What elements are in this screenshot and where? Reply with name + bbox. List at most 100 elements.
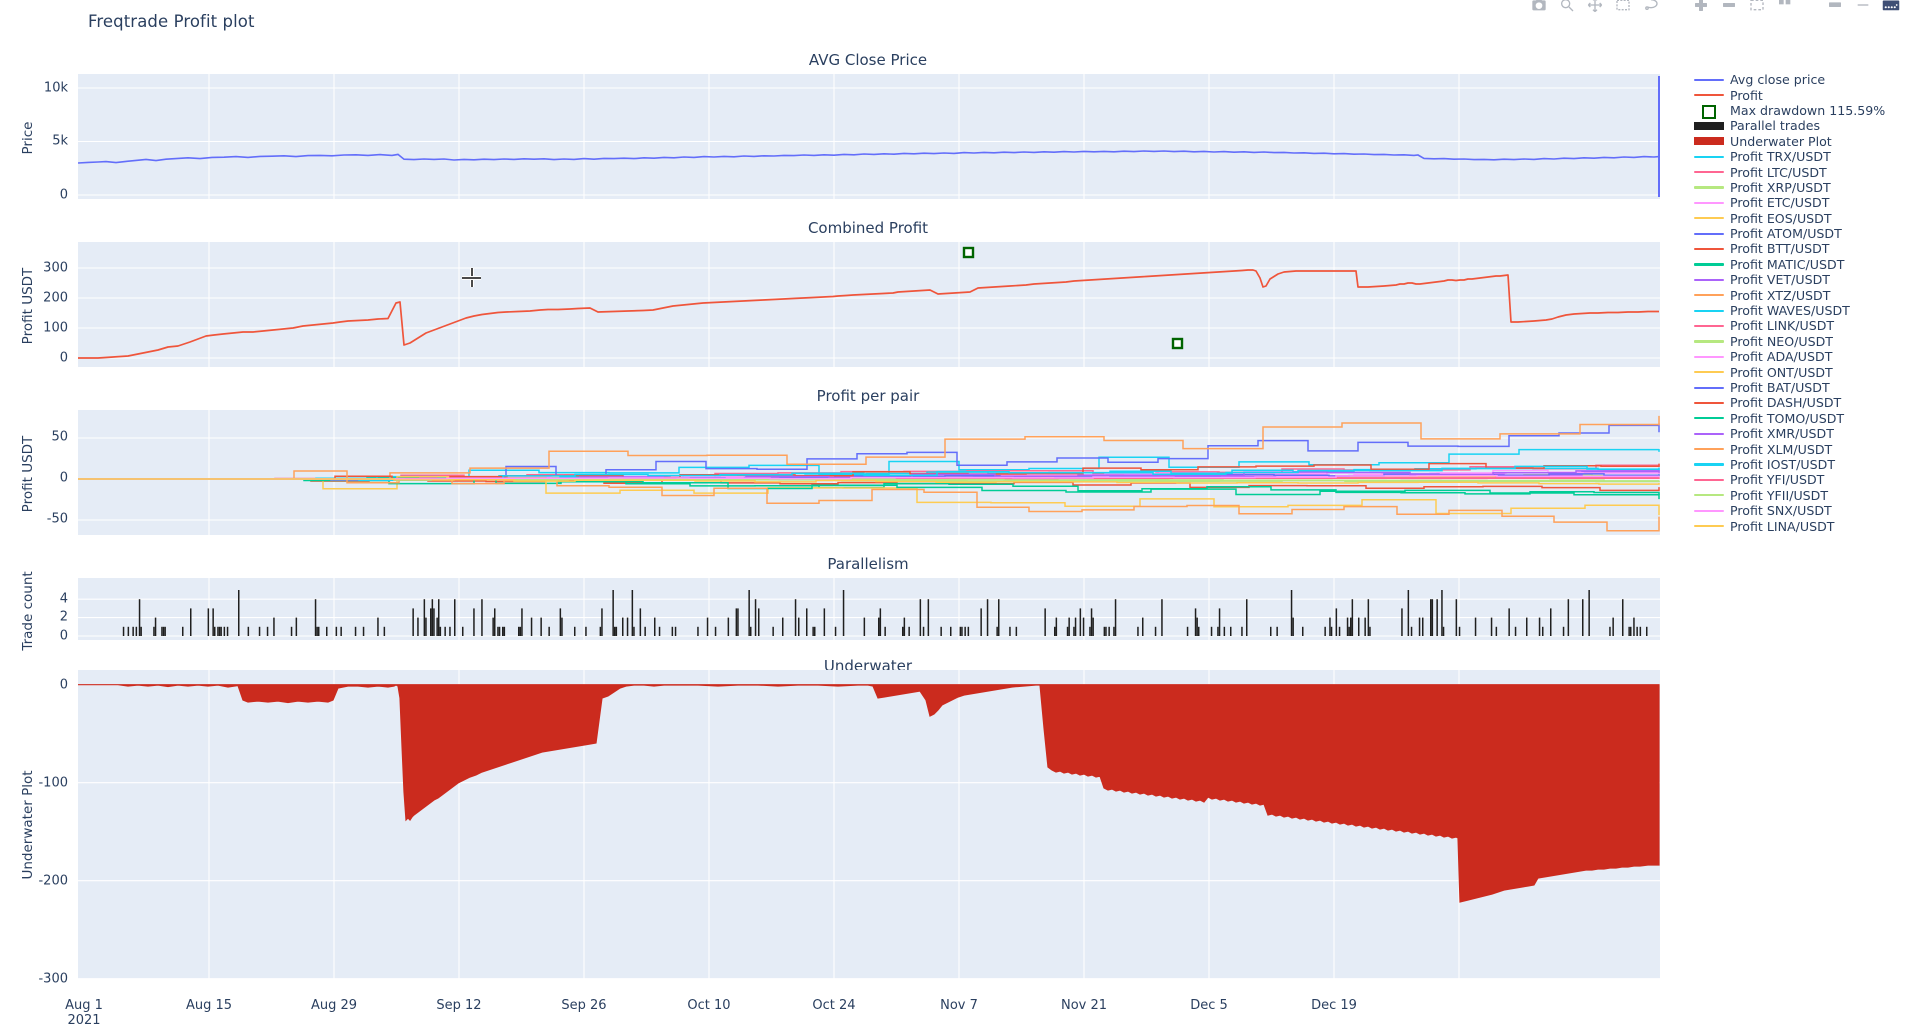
legend-item[interactable]: Profit TOMO/USDT [1692, 411, 1907, 426]
parallel-trade-bar [622, 617, 624, 636]
panel-combined-profit[interactable] [78, 242, 1660, 367]
reset-axes-icon[interactable] [1776, 0, 1794, 14]
legend-item[interactable]: Profit XTZ/USDT [1692, 287, 1907, 303]
parallel-trade-bar [1113, 626, 1115, 636]
plotly-modebar[interactable] [1530, 0, 1900, 16]
legend-item[interactable]: Profit NEO/USDT [1692, 334, 1907, 349]
legend-item[interactable]: Avg close price [1692, 72, 1907, 87]
legend-item[interactable]: Profit TRX/USDT [1692, 149, 1907, 164]
parallel-trade-bar [340, 626, 342, 636]
plotly-logo-icon[interactable] [1882, 0, 1900, 14]
parallel-trade-bar [127, 626, 130, 636]
legend-item[interactable]: Profit LINA/USDT [1692, 518, 1907, 534]
parallel-trade-bar [1302, 626, 1304, 636]
parallel-trade-bar [1276, 626, 1278, 636]
legend-swatch-line-icon [1692, 88, 1726, 102]
pan-icon[interactable] [1586, 0, 1604, 14]
xtick-label: Dec 19 [1311, 998, 1357, 1013]
parallel-trade-bar [750, 626, 752, 636]
legend-swatch-square-icon [1692, 103, 1726, 120]
crosshair-cursor [462, 268, 481, 287]
parallel-trade-bar [1367, 599, 1370, 636]
legend-item[interactable]: Profit DASH/USDT [1692, 395, 1907, 410]
legend-item[interactable]: Profit XMR/USDT [1692, 426, 1907, 441]
parallel-trade-bar [153, 626, 155, 636]
ytick-price-0: 0 [59, 187, 68, 203]
panel-underwater[interactable] [78, 670, 1660, 979]
parallel-trade-bar [135, 626, 138, 636]
legend-item[interactable]: Profit XRP/USDT [1692, 180, 1907, 195]
legend-item-label: Profit IOST/USDT [1730, 456, 1836, 472]
parallel-trade-bar [548, 626, 550, 636]
legend-item[interactable]: Profit VET/USDT [1692, 272, 1907, 287]
subplot-title-parallelism: Parallelism [827, 555, 909, 573]
parallel-trade-bar [417, 617, 419, 636]
box-select-icon[interactable] [1614, 0, 1632, 14]
legend-item[interactable]: Profit ETC/USDT [1692, 195, 1907, 210]
panel-parallelism[interactable] [78, 578, 1660, 640]
parallel-trade-bar [494, 608, 496, 636]
parallel-trade-bar [1246, 599, 1248, 636]
parallel-trade-bar [132, 626, 134, 636]
parallel-trade-bar [782, 617, 784, 636]
parallel-trade-bar [540, 617, 542, 636]
plot-legend[interactable]: Avg close price Profit Max drawdown 115.59… [1692, 72, 1907, 534]
xtick-label: Sep 26 [561, 998, 607, 1013]
legend-item[interactable]: Profit LTC/USDT [1692, 164, 1907, 180]
series-pair-line [78, 478, 1660, 482]
yaxis-title-price: Price [20, 121, 36, 155]
legend-item[interactable]: Profit YFII/USDT [1692, 488, 1907, 503]
toggle-spikelines-icon[interactable] [1826, 0, 1844, 14]
zoom-icon[interactable] [1558, 0, 1576, 14]
zoom-out-icon[interactable] [1720, 0, 1738, 14]
autoscale-icon[interactable] [1748, 0, 1766, 14]
parallel-trade-bar [1292, 617, 1294, 636]
legend-item[interactable]: Profit MATIC/USDT [1692, 257, 1907, 272]
xtick-label: Nov 21 [1060, 998, 1108, 1013]
parallel-trade-bar [207, 608, 210, 636]
ytick-trade-4: 4 [59, 591, 68, 607]
parallel-trade-bar [214, 626, 216, 636]
parallel-trade-bar [162, 626, 165, 636]
legend-item[interactable]: Profit ADA/USDT [1692, 349, 1907, 364]
legend-item[interactable]: Profit ONT/USDT [1692, 364, 1907, 380]
legend-item[interactable]: Underwater Plot [1692, 134, 1907, 149]
legend-item[interactable]: Profit [1692, 87, 1907, 103]
legend-item[interactable]: Profit ATOM/USDT [1692, 226, 1907, 241]
panel-profit-per-pair[interactable] [78, 410, 1660, 535]
legend-item[interactable]: Max drawdown 115.59% [1692, 103, 1907, 120]
yaxis-title-profit-per-pair: Profit USDT [20, 435, 36, 513]
legend-item[interactable]: Profit WAVES/USDT [1692, 303, 1907, 318]
parallel-trade-bar [1588, 590, 1590, 636]
parallel-trade-bar [1015, 626, 1018, 636]
parallel-trade-bar [626, 617, 629, 636]
legend-item[interactable]: Profit LINK/USDT [1692, 318, 1907, 333]
lasso-select-icon[interactable] [1642, 0, 1660, 14]
parallel-trade-bar [950, 626, 952, 636]
parallel-trade-bar [498, 626, 501, 636]
parallel-trade-bar [1223, 626, 1226, 636]
parallel-trade-bar [1639, 626, 1642, 636]
parallel-trade-bar [1622, 599, 1624, 636]
legend-item[interactable]: Profit YFI/USDT [1692, 472, 1907, 487]
legend-item[interactable]: Profit BAT/USDT [1692, 380, 1907, 395]
legend-item-label: Profit EOS/USDT [1730, 210, 1832, 226]
legend-item[interactable]: Profit BTT/USDT [1692, 241, 1907, 256]
parallel-trade-bar [238, 590, 240, 636]
legend-item-label: Underwater Plot [1730, 133, 1832, 149]
legend-item[interactable]: Parallel trades [1692, 118, 1907, 133]
camera-icon[interactable] [1530, 0, 1548, 14]
parallel-trade-bar [1194, 608, 1197, 636]
series-pair-line [78, 476, 1660, 495]
legend-item[interactable]: Profit XLM/USDT [1692, 441, 1907, 457]
parallel-trade-bar [959, 626, 962, 636]
zoom-in-icon[interactable] [1692, 0, 1710, 14]
legend-item[interactable]: Profit SNX/USDT [1692, 503, 1907, 518]
parallel-trade-bar [326, 626, 328, 636]
ytick-pair--50: -50 [46, 511, 68, 527]
panel-avg-close-price[interactable] [78, 74, 1660, 199]
parallel-trade-bar [161, 626, 163, 636]
hover-compare-icon[interactable] [1854, 0, 1872, 14]
legend-item[interactable]: Profit IOST/USDT [1692, 457, 1907, 472]
legend-item[interactable]: Profit EOS/USDT [1692, 211, 1907, 226]
